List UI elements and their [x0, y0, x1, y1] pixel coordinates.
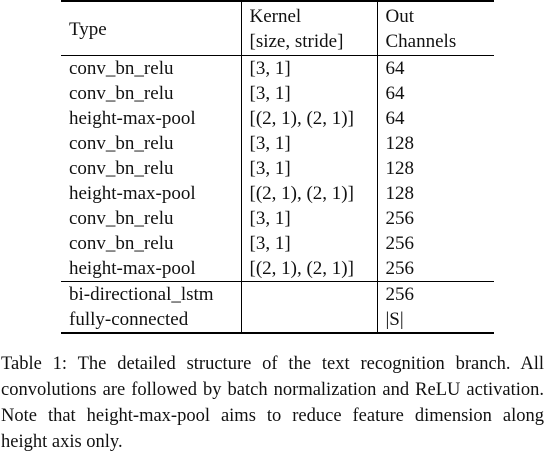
table-row: conv_bn_relu [3, 1] 64	[61, 55, 494, 81]
cell-type: bi-directional_lstm	[69, 284, 214, 305]
header-kernel-line1: Kernel	[249, 6, 302, 27]
cell-out: 128	[385, 133, 415, 154]
table-row: height-max-pool [(2, 1), (2, 1)] 256	[61, 256, 494, 282]
header-type: Type	[61, 0, 241, 56]
cell-type: conv_bn_relu	[69, 158, 174, 179]
table-row: height-max-pool [(2, 1), (2, 1)] 64	[61, 106, 494, 131]
table-row: conv_bn_relu [3, 1] 256	[61, 231, 494, 256]
cell-kernel: [3, 1]	[240, 55, 378, 81]
cell-out: 64	[385, 83, 405, 104]
header-kernel-line2: [size, stride]	[249, 31, 344, 52]
header-type-label: Type	[69, 18, 107, 40]
cell-out: 256	[385, 208, 415, 229]
header-out-line2: Channels	[385, 31, 457, 52]
cell-kernel: [3, 1]	[240, 131, 378, 156]
cell-out: 256	[385, 284, 415, 305]
cell-out: 64	[385, 108, 405, 129]
structure-table: Type Kernel [size, stride] Out Channels …	[61, 0, 494, 334]
table-row: conv_bn_relu [3, 1] 256	[61, 206, 494, 231]
cell-type: height-max-pool	[69, 108, 196, 129]
cell-out: 128	[385, 158, 415, 179]
cell-kernel: [3, 1]	[240, 231, 378, 256]
cell-type: conv_bn_relu	[69, 233, 174, 254]
cell-kernel: [3, 1]	[240, 81, 378, 106]
cell-kernel	[240, 307, 378, 334]
cell-type: conv_bn_relu	[69, 208, 174, 229]
cell-kernel	[240, 281, 378, 307]
table-row: conv_bn_relu [3, 1] 128	[61, 131, 494, 156]
table-row: bi-directional_lstm 256	[61, 281, 494, 307]
header-out-line1: Out	[385, 6, 415, 27]
cell-type: height-max-pool	[61, 256, 241, 282]
table-row: fully-connected |S|	[61, 307, 494, 334]
cell-out: |S|	[377, 307, 494, 334]
cell-kernel: [(2, 1), (2, 1)]	[240, 106, 378, 131]
cell-type: conv_bn_relu	[69, 58, 174, 79]
table-header-row: Type Kernel [size, stride] Out Channels	[61, 0, 494, 56]
cell-type: fully-connected	[61, 307, 241, 334]
cell-kernel: [(2, 1), (2, 1)]	[240, 256, 378, 282]
table-row: height-max-pool [(2, 1), (2, 1)] 128	[61, 181, 494, 206]
table-row: conv_bn_relu [3, 1] 64	[61, 81, 494, 106]
table-row: conv_bn_relu [3, 1] 128	[61, 156, 494, 181]
cell-out: 128	[385, 183, 415, 204]
cell-type: height-max-pool	[69, 183, 196, 204]
cell-type: conv_bn_relu	[69, 133, 174, 154]
structure-table-container: Type Kernel [size, stride] Out Channels …	[61, 0, 494, 334]
cell-kernel: [3, 1]	[240, 156, 378, 181]
cell-out: 64	[385, 58, 405, 79]
cell-type: conv_bn_relu	[69, 83, 174, 104]
cell-kernel: [3, 1]	[240, 206, 378, 231]
cell-kernel: [(2, 1), (2, 1)]	[240, 181, 378, 206]
cell-out: 256	[377, 256, 494, 282]
table-caption: Table 1: The detailed structure of the t…	[1, 354, 544, 452]
cell-out: 256	[385, 233, 415, 254]
header-kernel: Kernel [size, stride]	[240, 0, 378, 56]
header-out-channels: Out Channels	[377, 0, 494, 56]
